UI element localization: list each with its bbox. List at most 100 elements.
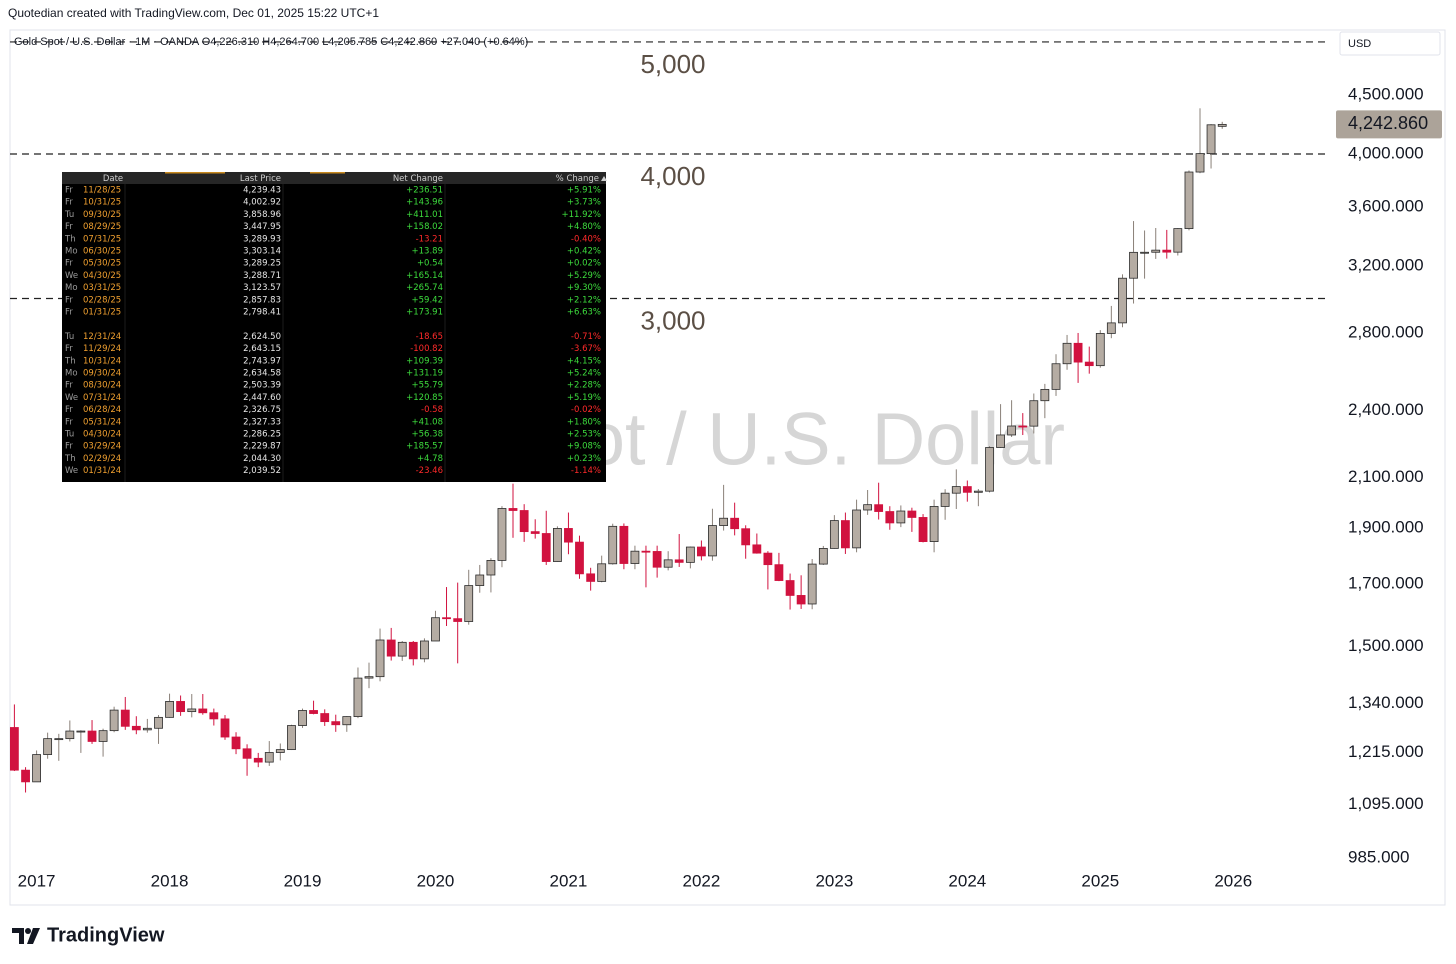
candle-body (929, 506, 939, 542)
cell-weekday: Fr (65, 308, 73, 318)
cell-price: 2,327.33 (243, 417, 281, 427)
candle-body (564, 528, 573, 543)
candle-body (962, 486, 972, 493)
candle-body (663, 559, 673, 568)
cell-pct-change: +5.19% (567, 393, 601, 403)
y-tick-label: 4,000.000 (1348, 143, 1424, 162)
candle-body (1140, 251, 1149, 254)
cell-date: 10/31/24 (83, 356, 121, 366)
cell-pct-change: +11.92% (561, 210, 601, 220)
currency: USD (1348, 38, 1371, 50)
candle-body (1195, 153, 1205, 173)
cell-price: 4,239.43 (243, 186, 281, 196)
candle-body (575, 541, 584, 575)
candle-body (1106, 322, 1116, 334)
cell-weekday: Th (64, 356, 76, 366)
candle-body (708, 525, 717, 557)
data-table: Date Last Price Net Change % Change Fr 11/28/… (62, 172, 607, 482)
cell-net-change: +13.89 (412, 247, 443, 257)
candle-body (685, 546, 695, 563)
cell-date: 09/30/25 (83, 210, 121, 220)
candle-body (1184, 171, 1194, 229)
logo-mark (12, 928, 24, 944)
candle-body (486, 560, 496, 576)
candle-body (131, 725, 141, 731)
cell-pct-change: +6.63% (567, 308, 601, 318)
candle-body (497, 508, 507, 561)
level-label: 5,000 (640, 49, 705, 79)
cell-date: 02/29/24 (83, 454, 121, 464)
candle-body (951, 486, 961, 494)
cell-date: 07/31/25 (83, 234, 121, 244)
cell-weekday: We (65, 466, 78, 476)
cell-weekday: Tu (64, 332, 74, 342)
cell-net-change: -100.82 (410, 344, 443, 354)
cell-net-change: -23.46 (416, 466, 443, 476)
table-header: Last Price (240, 174, 281, 184)
candle-body (420, 640, 429, 660)
candle-body (608, 525, 618, 565)
cell-price: 2,643.15 (243, 344, 281, 354)
cell-date: 11/28/25 (83, 186, 121, 196)
candle-body (896, 510, 906, 524)
candle-body (442, 617, 451, 620)
cell-pct-change: -0.71% (571, 332, 601, 342)
cell-weekday: Fr (65, 344, 73, 354)
cell-weekday: We (65, 271, 78, 281)
cell-weekday: Fr (65, 259, 73, 269)
y-tick-label: 1,095.000 (1348, 794, 1424, 813)
candle-body (54, 738, 64, 741)
cell-weekday: Th (64, 234, 76, 244)
level-label: 4,000 (640, 161, 705, 191)
candle-body (275, 749, 285, 753)
cell-net-change: +165.14 (406, 271, 443, 281)
cell-date: 08/29/25 (83, 222, 121, 232)
candle-body (154, 716, 163, 729)
x-tick-label: 2023 (815, 871, 853, 890)
cell-net-change: +158.02 (406, 222, 443, 232)
candle-body (508, 508, 518, 511)
cell-price: 3,447.95 (243, 222, 281, 232)
cell-net-change: +55.79 (412, 381, 443, 391)
candle-body (32, 754, 41, 783)
table-header: % Change (556, 174, 599, 184)
legend-ohlc: O4,226.310 H4,264.700 L4,205.785 C4,242.… (202, 36, 529, 48)
candle-body (985, 447, 994, 492)
candle-body (1206, 124, 1216, 155)
candle-body (973, 490, 983, 493)
cell-pct-change: +3.73% (567, 198, 601, 208)
cell-price: 2,044.30 (243, 454, 281, 464)
candle-body (796, 595, 806, 605)
candle-body (1118, 277, 1127, 324)
cell-pct-change: +9.30% (567, 283, 601, 293)
legend-interval: · 1M · OANDA (128, 36, 200, 48)
y-tick-label: 3,200.000 (1348, 256, 1424, 275)
cell-price: 2,326.75 (243, 405, 281, 415)
cell-net-change: +59.42 (412, 295, 443, 305)
cell-weekday: Fr (65, 442, 73, 452)
candle-body (475, 574, 485, 586)
candle-body (87, 730, 97, 742)
cell-date: 05/31/24 (83, 417, 121, 427)
candle-body (1029, 400, 1039, 427)
cell-date: 04/30/25 (83, 271, 121, 281)
cell-pct-change: +0.02% (567, 259, 601, 269)
candle-body (364, 676, 374, 679)
cell-net-change: +4.78 (417, 454, 443, 464)
candle-body (397, 641, 407, 657)
cell-date: 05/30/25 (83, 259, 121, 269)
cell-net-change: +56.38 (412, 430, 443, 440)
cell-pct-change: -0.02% (571, 405, 601, 415)
legend-symbol: Gold Spot / U.S. Dollar (14, 36, 126, 48)
candle-body (597, 563, 607, 582)
last-price-label: 4,242.860 (1348, 113, 1428, 133)
x-tick-label: 2021 (550, 871, 588, 890)
cell-net-change: -18.65 (416, 332, 443, 342)
x-tick-label: 2026 (1214, 871, 1252, 890)
candle-body (287, 725, 296, 751)
candle-body (752, 544, 762, 554)
candle-body (874, 504, 884, 512)
cell-date: 08/30/24 (83, 381, 121, 391)
candle-body (741, 528, 751, 546)
